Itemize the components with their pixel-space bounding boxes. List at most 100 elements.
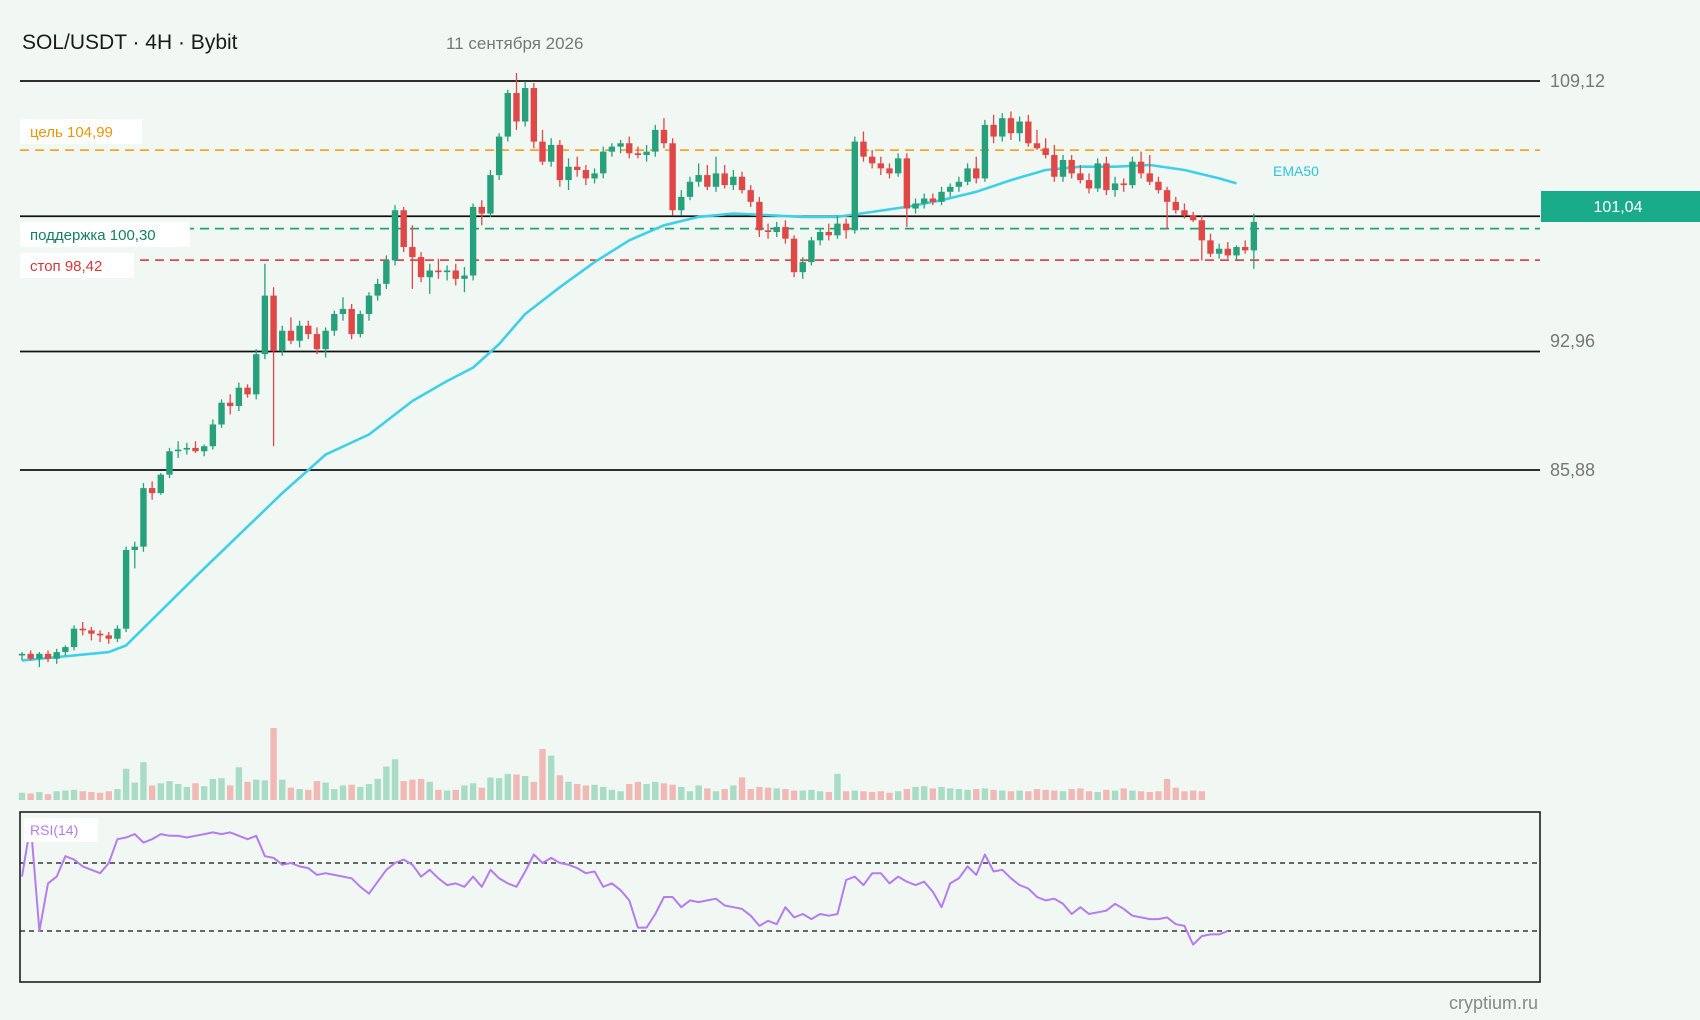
volume-bar	[365, 784, 373, 800]
candle-body	[886, 168, 893, 174]
volume-bar	[669, 784, 676, 800]
volume-bar	[1189, 790, 1197, 800]
candle-body	[36, 653, 43, 659]
volume-bar	[140, 762, 147, 800]
candle-body	[877, 163, 885, 169]
candle-body	[357, 313, 364, 335]
volume-bar	[504, 773, 511, 800]
volume-bar	[122, 768, 130, 800]
candle-body	[790, 238, 798, 273]
candle-body	[461, 275, 468, 279]
volume-bar	[331, 789, 338, 800]
volume-bar	[1163, 778, 1171, 800]
volume-bar	[157, 783, 164, 800]
volume-bar	[209, 778, 217, 800]
volume-bar	[27, 793, 34, 800]
volume-bar	[912, 786, 919, 800]
price-axis-label: 92,96	[1550, 331, 1595, 351]
volume-bar	[1016, 790, 1023, 800]
candle-body	[860, 141, 867, 157]
volume-bar	[1120, 788, 1127, 800]
volume-bar	[114, 789, 121, 800]
watermark: cryptium.ru	[1449, 993, 1538, 1013]
volume-bar	[435, 789, 442, 800]
stop-label-box	[20, 253, 134, 278]
candle-body	[695, 175, 702, 182]
candle-body	[1215, 248, 1223, 254]
volume-bar	[704, 788, 711, 800]
candle-body	[912, 203, 919, 209]
volume-bar	[574, 784, 581, 800]
volume-bar	[1068, 789, 1075, 800]
candle-body	[773, 226, 780, 232]
volume-bar	[1077, 788, 1084, 800]
candle-body	[756, 201, 763, 231]
volume-bar	[903, 789, 911, 800]
volume-bar	[600, 786, 607, 800]
candle-body	[374, 283, 381, 296]
candle-body	[166, 451, 173, 475]
volume-layer	[18, 728, 1205, 800]
candle-body	[973, 168, 980, 179]
volume-bar	[782, 789, 789, 800]
candle-body	[261, 295, 269, 355]
volume-bar	[1025, 791, 1032, 800]
volume-bar	[495, 778, 503, 800]
candle-body	[174, 449, 182, 452]
candle-body	[1007, 118, 1015, 134]
candle-body	[712, 173, 720, 187]
candle-body	[1042, 148, 1049, 155]
candle-body	[44, 653, 52, 659]
support-label-box	[20, 222, 190, 247]
volume-bar	[391, 759, 399, 800]
candle-body	[1111, 183, 1119, 191]
candle-body	[626, 143, 633, 154]
volume-bar	[227, 785, 234, 800]
candle-body	[1146, 173, 1153, 182]
candle-body	[53, 652, 60, 659]
candle-body	[487, 175, 494, 214]
rsi-panel	[19, 811, 1541, 983]
candle-body	[513, 93, 520, 122]
candle-body	[652, 129, 659, 152]
candle-body	[1224, 248, 1232, 256]
volume-bar	[218, 778, 225, 800]
volume-bar	[712, 791, 720, 800]
volume-bar	[1103, 789, 1110, 800]
candle-body	[565, 166, 572, 181]
volume-bar	[287, 787, 295, 800]
candle-body	[365, 295, 373, 314]
volume-bar	[634, 781, 642, 800]
candle-body	[825, 231, 832, 236]
candle-body	[409, 247, 416, 258]
volume-bar	[981, 788, 989, 800]
volume-bar	[790, 790, 798, 800]
volume-bar	[279, 779, 286, 800]
volume-bar	[357, 786, 364, 800]
candle-body	[660, 129, 668, 144]
candle-body	[556, 144, 564, 181]
volume-bar	[582, 785, 590, 800]
candle-body	[704, 175, 711, 187]
volume-bar	[877, 791, 885, 800]
volume-bar	[530, 781, 538, 800]
volume-bar	[834, 773, 841, 800]
candle-body	[313, 334, 321, 350]
candle-body	[582, 170, 590, 179]
candle-body	[18, 653, 26, 656]
volume-bar	[313, 781, 321, 800]
candle-body	[1016, 121, 1023, 134]
volume-bar	[1042, 789, 1049, 800]
volume-bar	[409, 779, 416, 800]
volume-bar	[1198, 791, 1205, 800]
volume-bar	[886, 792, 893, 800]
candle-body	[964, 168, 971, 182]
volume-bar	[70, 789, 78, 800]
volume-bar	[261, 780, 269, 800]
candle-body	[938, 191, 945, 202]
volume-bar	[513, 774, 520, 800]
candle-body	[903, 158, 911, 209]
candle-body	[469, 206, 477, 276]
volume-bar	[374, 778, 381, 800]
